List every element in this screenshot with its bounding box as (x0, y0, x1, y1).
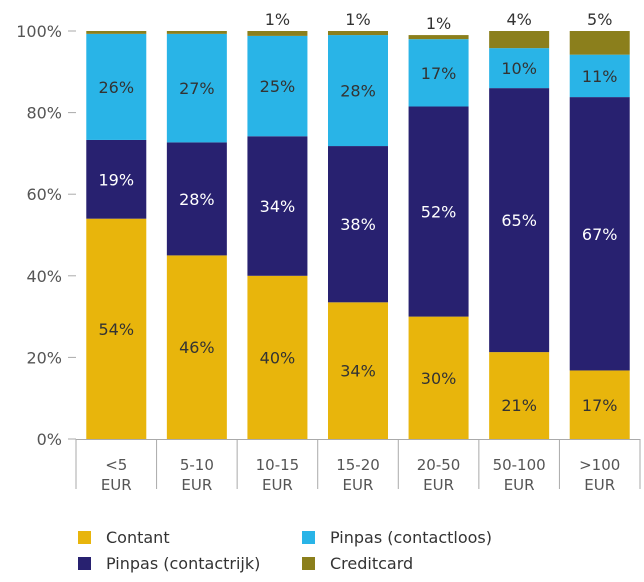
bar-segment-creditcard (86, 31, 147, 34)
data-label: 25% (260, 77, 296, 96)
data-label: 28% (340, 82, 376, 101)
bar-segment-pinpas-contactloos (569, 54, 630, 98)
bar-segment-contant (328, 302, 388, 439)
x-tick-label: EUR (181, 476, 212, 494)
x-tick-label: 20-50 (417, 456, 461, 474)
bar-segment-creditcard (328, 31, 388, 36)
x-tick-label: 15-20 (336, 456, 380, 474)
data-label: 52% (421, 203, 457, 222)
data-label: 1% (345, 10, 370, 29)
x-tick-label: EUR (101, 476, 132, 494)
legend-swatch-pinpas-contactrijk (78, 557, 91, 570)
data-label: 5% (587, 10, 612, 29)
bar-segment-contant (569, 370, 630, 439)
bar-segment-pinpas-contactloos (489, 48, 550, 89)
x-tick-label: 10-15 (256, 456, 300, 474)
data-label: 38% (340, 215, 376, 234)
y-tick-label: 100% (16, 22, 62, 41)
bar-segment-creditcard (489, 31, 550, 49)
x-tick-label: <5 (105, 456, 127, 474)
data-label: 54% (99, 320, 135, 339)
data-label: 17% (421, 64, 457, 83)
bar-segment-pinpas-contactrijk (86, 139, 147, 219)
bar-segment-contant (489, 352, 550, 439)
y-tick-label: 40% (26, 267, 62, 286)
data-label: 40% (260, 348, 296, 367)
bar-segment-creditcard (569, 31, 630, 55)
stacked-bar-chart: 0% 20% 40% 60% 80% 100% 54% 19% 26% <5 EUR 46% 28% 27… (16, 10, 641, 494)
y-tick-label: 20% (26, 348, 62, 367)
data-label: 28% (179, 190, 215, 209)
legend-label-creditcard: Creditcard (330, 554, 414, 573)
data-label: 26% (99, 78, 135, 97)
legend-item-pinpas-contactrijk: Pinpas (contactrijk) (78, 554, 260, 573)
bar-segment-pinpas-contactloos (247, 35, 308, 137)
bar-segment-pinpas-contactrijk (569, 97, 630, 371)
data-label: 10% (501, 59, 537, 78)
data-label: 30% (421, 369, 457, 388)
bar-segment-pinpas-contactloos (86, 33, 147, 140)
legend-label-contant: Contant (106, 528, 170, 547)
y-tick-label: 0% (37, 430, 62, 449)
data-label: 11% (582, 67, 618, 86)
bar-segment-pinpas-contactrijk (408, 106, 469, 317)
legend-label-pinpas-contactloos: Pinpas (contactloos) (330, 528, 492, 547)
data-label: 67% (582, 225, 618, 244)
legend-item-pinpas-contactloos: Pinpas (contactloos) (302, 528, 492, 547)
data-label: 65% (501, 211, 537, 230)
bar-segment-pinpas-contactrijk (328, 146, 388, 303)
data-label: 4% (506, 10, 531, 29)
y-tick-label: 60% (26, 185, 62, 204)
x-tick-label: 50-100 (493, 456, 546, 474)
x-tick-label: EUR (423, 476, 454, 494)
data-label: 21% (501, 396, 537, 415)
bar-segment-contant (247, 275, 308, 439)
bar-segment-contant (408, 316, 469, 439)
data-label: 1% (426, 14, 451, 33)
data-label: 34% (340, 362, 376, 381)
bar-segment-contant (86, 218, 147, 439)
legend-item-creditcard: Creditcard (302, 554, 413, 573)
bar-segment-creditcard (408, 35, 469, 40)
bar-segment-contant (166, 255, 227, 439)
bar-segment-pinpas-contactrijk (247, 136, 308, 276)
x-tick-label: 5-10 (180, 456, 214, 474)
data-label: 46% (179, 338, 215, 357)
legend-label-pinpas-contactrijk: Pinpas (contactrijk) (106, 554, 261, 573)
y-tick-label: 80% (26, 104, 62, 123)
bar-segment-pinpas-contactloos (166, 33, 227, 143)
bar-segment-creditcard (166, 31, 227, 34)
bar-segment-pinpas-contactrijk (489, 88, 550, 353)
bar-segment-creditcard (247, 31, 308, 36)
data-label: 27% (179, 79, 215, 98)
bar-segment-pinpas-contactloos (408, 39, 469, 107)
data-label: 19% (99, 170, 135, 189)
legend-swatch-pinpas-contactloos (302, 531, 315, 544)
data-label: 17% (582, 396, 618, 415)
bar-segment-pinpas-contactloos (328, 35, 388, 147)
legend-item-contant: Contant (78, 528, 170, 547)
x-tick-label: EUR (343, 476, 374, 494)
bar-segment-pinpas-contactrijk (166, 142, 227, 256)
data-label: 1% (265, 10, 290, 29)
legend-swatch-creditcard (302, 557, 315, 570)
legend-swatch-contant (78, 531, 91, 544)
x-tick-label: >100 (579, 456, 620, 474)
x-tick-label: EUR (504, 476, 535, 494)
x-tick-label: EUR (584, 476, 615, 494)
data-label: 34% (260, 197, 296, 216)
x-tick-label: EUR (262, 476, 293, 494)
